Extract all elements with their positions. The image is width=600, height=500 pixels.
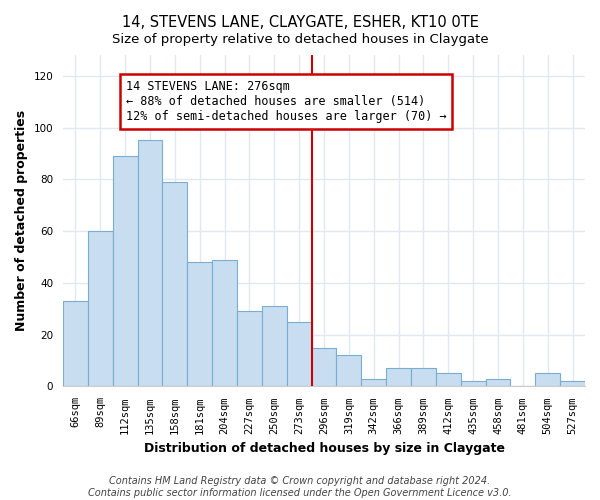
- Bar: [337, 356, 361, 386]
- Bar: [411, 368, 436, 386]
- Bar: [461, 382, 485, 386]
- Text: Size of property relative to detached houses in Claygate: Size of property relative to detached ho…: [112, 32, 488, 46]
- Bar: [436, 374, 461, 386]
- Bar: [535, 374, 560, 386]
- Bar: [560, 382, 585, 386]
- Bar: [88, 231, 113, 386]
- Bar: [163, 182, 187, 386]
- Y-axis label: Number of detached properties: Number of detached properties: [15, 110, 28, 332]
- Bar: [187, 262, 212, 386]
- Bar: [237, 312, 262, 386]
- Bar: [212, 260, 237, 386]
- Bar: [113, 156, 137, 386]
- Bar: [262, 306, 287, 386]
- Bar: [361, 378, 386, 386]
- Bar: [311, 348, 337, 387]
- Text: Contains HM Land Registry data © Crown copyright and database right 2024.
Contai: Contains HM Land Registry data © Crown c…: [88, 476, 512, 498]
- Bar: [386, 368, 411, 386]
- Bar: [137, 140, 163, 386]
- Bar: [63, 301, 88, 386]
- Bar: [485, 378, 511, 386]
- Text: 14 STEVENS LANE: 276sqm
← 88% of detached houses are smaller (514)
12% of semi-d: 14 STEVENS LANE: 276sqm ← 88% of detache…: [125, 80, 446, 123]
- Bar: [287, 322, 311, 386]
- Text: 14, STEVENS LANE, CLAYGATE, ESHER, KT10 0TE: 14, STEVENS LANE, CLAYGATE, ESHER, KT10 …: [122, 15, 478, 30]
- X-axis label: Distribution of detached houses by size in Claygate: Distribution of detached houses by size …: [143, 442, 505, 455]
